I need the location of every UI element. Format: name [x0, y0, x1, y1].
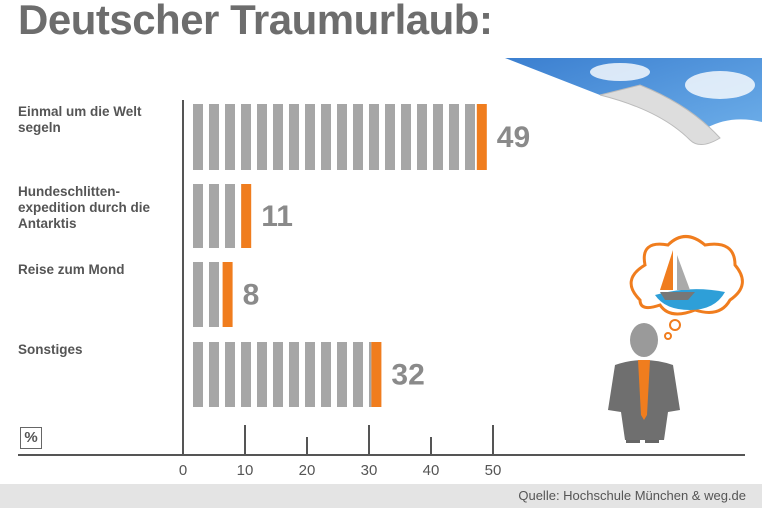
x-tick-label: 10 — [237, 462, 254, 479]
cloud — [685, 71, 755, 99]
bar-end — [371, 342, 382, 407]
bar — [193, 262, 223, 327]
value-label: 11 — [261, 200, 293, 233]
category-label: Hundeschlitten-expedition durch die Anta… — [18, 184, 151, 231]
page-curl — [599, 84, 721, 145]
source: Quelle: Hochschule München & weg.de — [518, 488, 746, 503]
category-label: Einmal um die Welt segeln — [18, 104, 142, 135]
value-label: 49 — [497, 121, 530, 154]
x-tick-label: 40 — [423, 462, 440, 479]
x-tick-label: 50 — [485, 462, 502, 479]
bar-end — [476, 104, 487, 170]
value-label: 8 — [243, 278, 260, 311]
bar — [193, 184, 242, 248]
bar — [193, 104, 477, 170]
footer: Quelle: Hochschule München & weg.de — [0, 484, 762, 508]
thought-bubble — [629, 235, 744, 340]
x-tick-label: 0 — [179, 462, 187, 479]
value-label: 32 — [391, 358, 424, 391]
bar-end — [222, 262, 233, 327]
x-tick-label: 30 — [361, 462, 378, 479]
x-tick-label: 20 — [299, 462, 316, 479]
man-figure — [608, 323, 680, 443]
cloud — [590, 63, 650, 81]
category-label: Reise zum Mond — [18, 262, 125, 277]
title: Deutscher Traumurlaub: — [18, 0, 493, 43]
bar-end — [241, 184, 252, 248]
bar — [193, 342, 372, 407]
unit-label: % — [20, 427, 42, 449]
category-label: Sonstiges — [18, 342, 83, 357]
